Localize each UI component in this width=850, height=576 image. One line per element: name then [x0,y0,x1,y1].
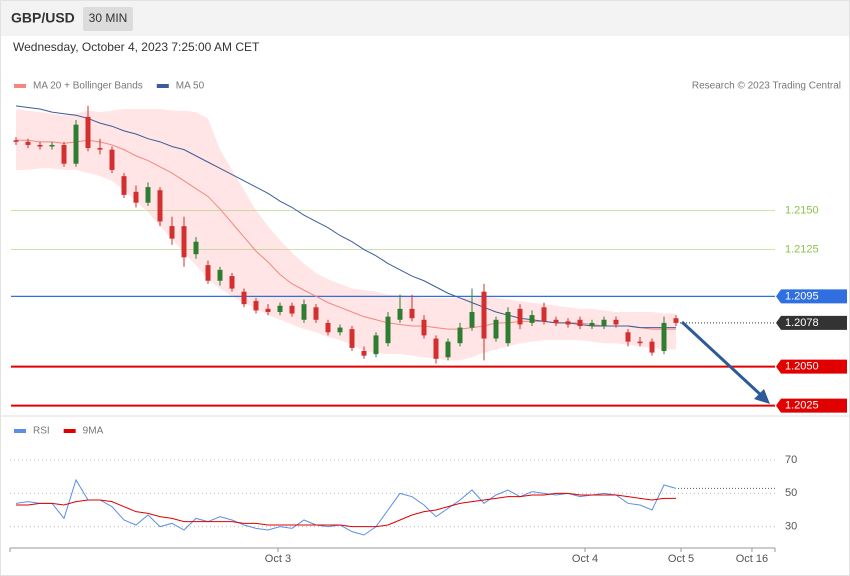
candle-body [589,322,595,327]
candle-body [337,327,343,333]
candle-body [373,335,379,355]
candle-body [61,144,67,164]
candle-body [181,226,187,258]
candle-body [601,319,607,327]
candle-body [325,322,331,333]
interval-badge [83,7,133,31]
x-tick-label: Oct 5 [668,553,694,565]
x-tick-label: Oct 16 [736,553,768,565]
candle-body [433,338,439,359]
candle-body [121,176,127,195]
candle-body [301,304,307,320]
legend-label: MA 20 + Bollinger Bands [33,81,143,92]
y-tick-label: 30 [785,521,797,533]
candle-body [673,318,679,323]
candle-body [481,291,487,339]
legend-swatch [14,84,26,88]
candle-body [661,322,667,351]
y-tick-label: 50 [785,487,797,499]
candle-body [253,301,259,311]
candle-body [349,329,355,348]
candle-body [73,124,79,164]
level-tag [776,289,847,304]
candle-body [169,226,175,239]
candle-body [553,319,559,323]
level-label: 1.2125 [785,243,819,255]
forecast-arrow [680,320,764,398]
candle-body [445,341,451,358]
candle-body [25,141,31,145]
candle-body [217,269,223,281]
candle-body [577,319,583,327]
candle-body [517,308,523,325]
candle-body [49,144,55,147]
candle-body [397,308,403,320]
level-label: 1.2078 [785,317,819,329]
bollinger-band [16,109,676,361]
level-tag [776,315,847,330]
legend-label: MA 50 [176,81,205,92]
indicator-line [16,492,676,528]
candle-body [361,351,367,356]
candle-body [529,315,535,323]
candle-body [469,311,475,328]
candle-body [193,241,199,255]
level-tag [776,398,847,413]
candle-body [457,327,463,344]
candle-body [637,341,643,344]
candle-body [265,308,271,312]
candle-body [145,187,151,203]
candle-body [421,319,427,336]
candle-body [37,144,43,147]
candle-body [241,291,247,305]
candle-body [277,305,283,312]
x-tick-label: Oct 3 [265,553,291,565]
candle-body [565,321,571,325]
legend-swatch [14,429,26,433]
candle-body [505,311,511,344]
candle-body [205,265,211,281]
header-bar [1,1,849,36]
candle-body [157,190,163,222]
interval: 30 MIN [89,11,128,25]
credit: Research © 2023 Trading Central [692,81,841,92]
candle-body [493,319,499,339]
candle-body [409,308,415,319]
candle-body [313,307,319,320]
candle-body [649,341,655,353]
candle-body [613,319,619,325]
level-label: 1.2025 [785,400,819,412]
level-label: 1.2095 [785,290,819,302]
legend-swatch [156,84,169,88]
legend-label: 9MA [83,426,104,437]
candle-body [109,149,115,170]
candle-body [385,316,391,344]
candle-body [85,116,91,149]
legend-label: RSI [33,426,50,437]
candle-body [541,307,547,322]
candle-body [625,332,631,342]
timestamp: Wednesday, October 4, 2023 7:25:00 AM CE… [13,40,260,54]
level-label: 1.2150 [785,204,819,216]
symbol: GBP/USD [11,10,75,26]
candle-body [229,276,235,289]
forecast-arrowhead [754,389,770,404]
candle-body [13,140,19,142]
y-tick-label: 70 [785,454,797,466]
candle-body [289,305,295,314]
candle-body [133,191,139,203]
candle-body [97,148,103,150]
level-tag [776,359,847,374]
legend-swatch [63,429,76,433]
x-tick-label: Oct 4 [572,553,598,565]
level-label: 1.2050 [785,361,819,373]
